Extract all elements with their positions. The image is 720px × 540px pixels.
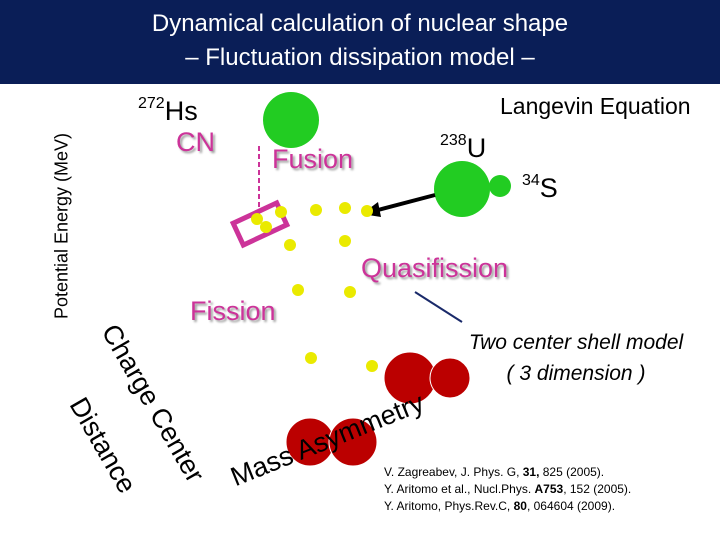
potential-energy-axis-label: Potential Energy (MeV) [51, 132, 72, 320]
langevin-label: Langevin Equation [500, 93, 691, 119]
reference-1: V. Zagreabev, J. Phys. G, 31, 825 (2005)… [384, 465, 605, 479]
projectile-element: S [539, 173, 558, 203]
fusion-label: Fusion [272, 144, 354, 174]
trajectory-point [260, 221, 272, 233]
trajectory-point [251, 213, 263, 225]
title-line-1: Dynamical calculation of nuclear shape [151, 10, 569, 37]
target-mass-number: 238 [440, 132, 467, 149]
reference-2: Y. Aritomo et al., Nucl.Phys. A753, 152 … [384, 482, 632, 496]
references: V. Zagreabev, J. Phys. G, 31, 825 (2005)… [384, 464, 631, 515]
trajectory-point [339, 202, 351, 214]
charge-center-line-2: Distance [63, 392, 143, 499]
trajectory-point [284, 239, 296, 251]
trajectory-point [310, 204, 322, 216]
fission-fragments [285, 351, 471, 467]
charge-center-axis-label: Charge Center Distance [46, 319, 211, 518]
target-nuclide-label: 238U [440, 132, 486, 164]
compound-nucleus-sphere [263, 92, 319, 148]
trajectory-arrow [377, 193, 436, 212]
compound-nucleus-label: 272Hs [138, 95, 198, 127]
cn-label: CN [176, 127, 215, 157]
projectile-mass-number: 34 [522, 172, 540, 189]
projectile-nucleus [489, 175, 511, 197]
fragment-sphere [328, 417, 378, 467]
trajectory-points [251, 202, 378, 372]
shell-model-pointer [414, 291, 463, 323]
shell-model-line-2: ( 3 dimension ) [506, 362, 646, 385]
title-line-2: – Fluctuation dissipation model – [185, 44, 535, 71]
trajectory-point [305, 352, 317, 364]
shell-model-line-1: Two center shell model [468, 331, 684, 354]
target-nucleus [434, 161, 490, 217]
target-element: U [466, 133, 487, 163]
reference-3: Y. Aritomo, Phys.Rev.C, 80, 064604 (2009… [384, 499, 616, 513]
shell-model-caption: Two center shell model ( 3 dimension ) [440, 327, 712, 389]
projectile-nuclide-label: 34S [522, 172, 558, 204]
trajectory-point [292, 284, 304, 296]
cn-mass-number: 272 [138, 95, 165, 112]
trajectory-point [366, 360, 378, 372]
fragment-sphere [429, 357, 471, 399]
fission-label: Fission [190, 296, 276, 326]
trajectory-point [275, 206, 287, 218]
trajectory-point [361, 205, 373, 217]
quasifission-label: Quasifission [361, 253, 509, 283]
title-banner: Dynamical calculation of nuclear shape –… [0, 0, 720, 84]
trajectory-point [344, 286, 356, 298]
trajectory-point [339, 235, 351, 247]
cn-element: Hs [164, 96, 198, 126]
